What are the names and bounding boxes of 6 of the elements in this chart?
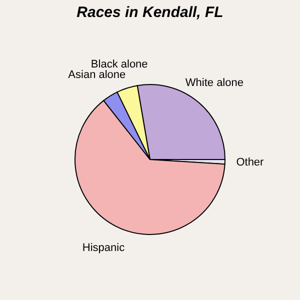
slice-label: Black alone	[90, 58, 148, 70]
chart-title: Races in Kendall, FL	[76, 4, 224, 21]
slice-label: White alone	[185, 77, 244, 90]
slice-label: Hispanic	[82, 242, 126, 254]
slice-label: Asian alone	[68, 68, 126, 81]
slice-label: Other	[236, 156, 264, 169]
